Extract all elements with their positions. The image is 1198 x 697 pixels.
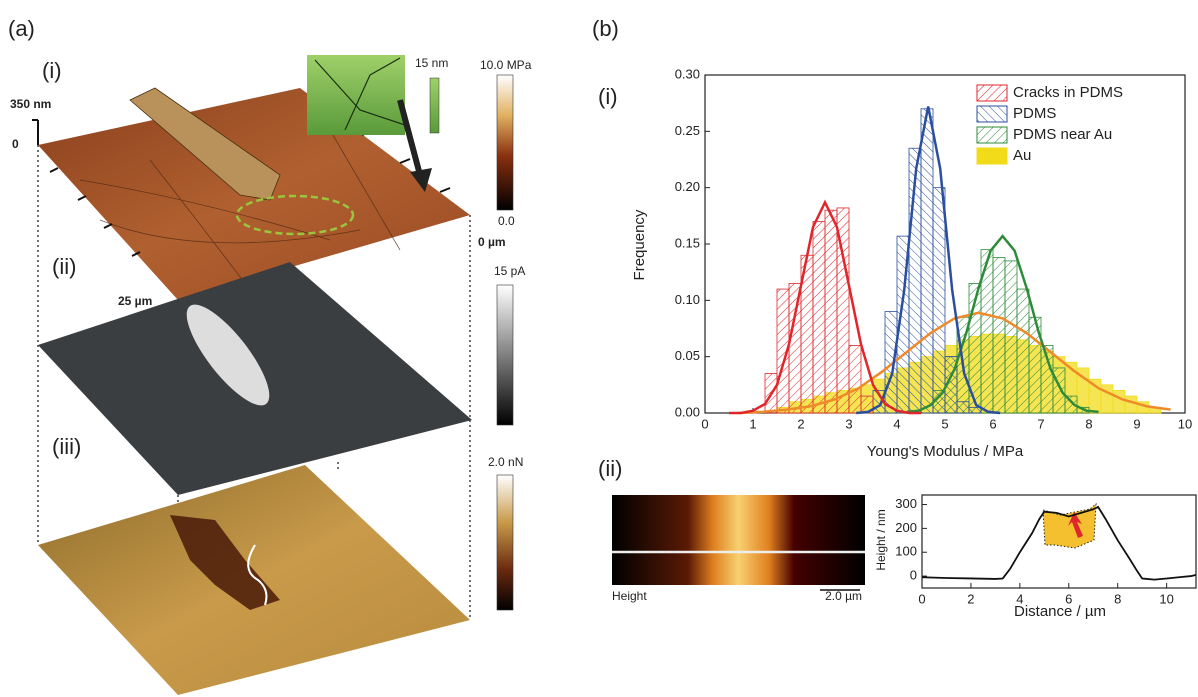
panel-a-images <box>32 55 514 695</box>
x-tick-label: 10 <box>1159 591 1173 606</box>
y-axis-label: Height / nm <box>874 509 888 570</box>
fit-curve <box>856 106 1001 415</box>
x-axis-label: Young's Modulus / MPa <box>867 443 1024 460</box>
y-tick-label: 0.25 <box>675 123 700 138</box>
sub-label: (i) <box>598 84 618 109</box>
x-tick-label: 3 <box>845 416 852 431</box>
bar <box>788 283 802 414</box>
bar <box>920 108 934 414</box>
x-axis-label: Distance / µm <box>1014 603 1106 620</box>
scale-bar-label: 2.0 µm <box>825 589 862 603</box>
y-tick-label: 0.15 <box>675 235 700 250</box>
bar <box>836 207 850 414</box>
au-region <box>1042 502 1097 549</box>
legend-swatch <box>976 126 1008 144</box>
x-tick-label: 10 <box>1178 416 1192 431</box>
x-tick-label: 4 <box>1016 591 1023 606</box>
x-tick-label: 0 <box>701 416 708 431</box>
x-tick-label: 4 <box>893 416 900 431</box>
y-tick-label: 0 <box>910 568 917 583</box>
x-tick-label: 0 <box>918 591 925 606</box>
bar <box>1112 390 1126 414</box>
legend-label: Cracks in PDMS <box>1013 84 1123 101</box>
colorbar-label: 10.0 MPa <box>480 58 532 72</box>
arrow <box>1068 512 1083 538</box>
x-tick-label: 2 <box>797 416 804 431</box>
legend-swatch <box>976 147 1008 165</box>
legend-label: Au <box>1013 147 1031 164</box>
x-tick-label: 5 <box>941 416 948 431</box>
x-tick-label: 1 <box>749 416 756 431</box>
legend-swatch <box>976 84 1008 102</box>
y-tick-label: 0.30 <box>675 66 700 81</box>
bar <box>956 401 970 414</box>
legend-label: PDMS near Au <box>1013 126 1112 143</box>
x-tick-label: 9 <box>1133 416 1140 431</box>
bar <box>968 406 982 414</box>
panel-label: (b) <box>592 16 619 41</box>
bar <box>1016 288 1030 414</box>
y-tick-label: 200 <box>895 520 917 535</box>
x-tick-label: 2 <box>967 591 974 606</box>
legend-label: PDMS <box>1013 105 1056 122</box>
legend-swatch <box>976 105 1008 123</box>
y-tick-label: 0.00 <box>675 404 700 419</box>
colorbar-label: 2.0 nN <box>488 455 523 469</box>
axis-label: 25 µm <box>118 294 152 308</box>
sub-label: (ii) <box>52 254 76 279</box>
y-tick-label: 0.10 <box>675 292 700 307</box>
sub-label: (iii) <box>52 434 81 459</box>
y-tick-label: 0.20 <box>675 179 700 194</box>
colorbar-label: 0.0 <box>498 214 515 228</box>
y-tick-label: 100 <box>895 544 917 559</box>
bar <box>992 257 1006 414</box>
axis-label: 0 µm <box>478 235 506 249</box>
image-label: Height <box>612 589 647 603</box>
z-label: 0 <box>12 137 19 151</box>
z-label: 350 nm <box>10 97 51 111</box>
fit-curve <box>906 234 1099 414</box>
bar <box>824 209 838 414</box>
bar <box>812 221 826 414</box>
fit-curve <box>738 311 1171 415</box>
fit-curve <box>729 199 921 415</box>
height-image <box>612 495 865 585</box>
bar <box>848 344 862 414</box>
y-axis-label: Frequency <box>631 209 648 280</box>
bar <box>1064 395 1078 414</box>
y-tick-label: 300 <box>895 496 917 511</box>
x-tick-label: 6 <box>1065 591 1072 606</box>
x-tick-label: 7 <box>1037 416 1044 431</box>
inset-scale: 15 nm <box>415 56 448 70</box>
bar <box>1124 395 1138 414</box>
x-tick-label: 8 <box>1114 591 1121 606</box>
x-tick-label: 8 <box>1085 416 1092 431</box>
colorbar-label: 15 pA <box>494 264 525 278</box>
bar <box>932 187 946 414</box>
panel-label: (a) <box>8 16 35 41</box>
sub-label: (ii) <box>598 456 622 481</box>
sub-label: (i) <box>42 58 62 83</box>
line <box>921 505 1197 581</box>
y-tick-label: 0.05 <box>675 348 700 363</box>
plot-frame <box>921 494 1197 589</box>
bar <box>1004 260 1018 414</box>
x-tick-label: 6 <box>989 416 996 431</box>
